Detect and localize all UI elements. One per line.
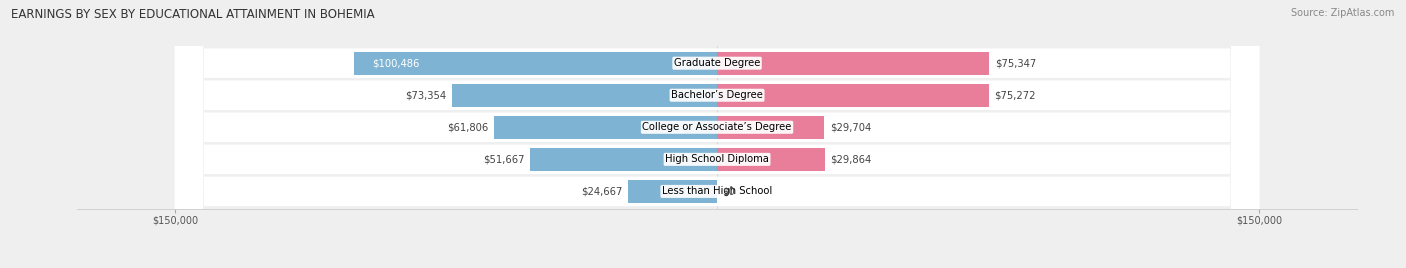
Bar <box>717 84 988 107</box>
Bar <box>451 84 717 107</box>
Text: Less than High School: Less than High School <box>662 187 772 196</box>
Text: $73,354: $73,354 <box>405 90 447 100</box>
FancyBboxPatch shape <box>174 0 1260 268</box>
Text: High School Diploma: High School Diploma <box>665 154 769 164</box>
Text: Bachelor’s Degree: Bachelor’s Degree <box>671 90 763 100</box>
FancyBboxPatch shape <box>174 0 1260 268</box>
Text: College or Associate’s Degree: College or Associate’s Degree <box>643 122 792 132</box>
Bar <box>530 148 717 171</box>
Bar <box>354 52 717 75</box>
Text: $0: $0 <box>723 187 735 196</box>
Text: Graduate Degree: Graduate Degree <box>673 58 761 68</box>
Text: $24,667: $24,667 <box>581 187 623 196</box>
Text: $61,806: $61,806 <box>447 122 488 132</box>
Bar <box>628 180 717 203</box>
Text: $29,864: $29,864 <box>831 154 872 164</box>
Text: $51,667: $51,667 <box>484 154 524 164</box>
Text: $29,704: $29,704 <box>830 122 872 132</box>
FancyBboxPatch shape <box>174 0 1260 268</box>
Text: $75,347: $75,347 <box>995 58 1036 68</box>
Text: Source: ZipAtlas.com: Source: ZipAtlas.com <box>1291 8 1395 18</box>
Bar <box>494 116 717 139</box>
Bar <box>717 52 990 75</box>
FancyBboxPatch shape <box>174 0 1260 268</box>
FancyBboxPatch shape <box>174 0 1260 268</box>
Text: $75,272: $75,272 <box>994 90 1036 100</box>
Text: EARNINGS BY SEX BY EDUCATIONAL ATTAINMENT IN BOHEMIA: EARNINGS BY SEX BY EDUCATIONAL ATTAINMEN… <box>11 8 375 21</box>
Bar <box>717 116 824 139</box>
Bar <box>717 148 825 171</box>
Text: $100,486: $100,486 <box>373 58 419 68</box>
